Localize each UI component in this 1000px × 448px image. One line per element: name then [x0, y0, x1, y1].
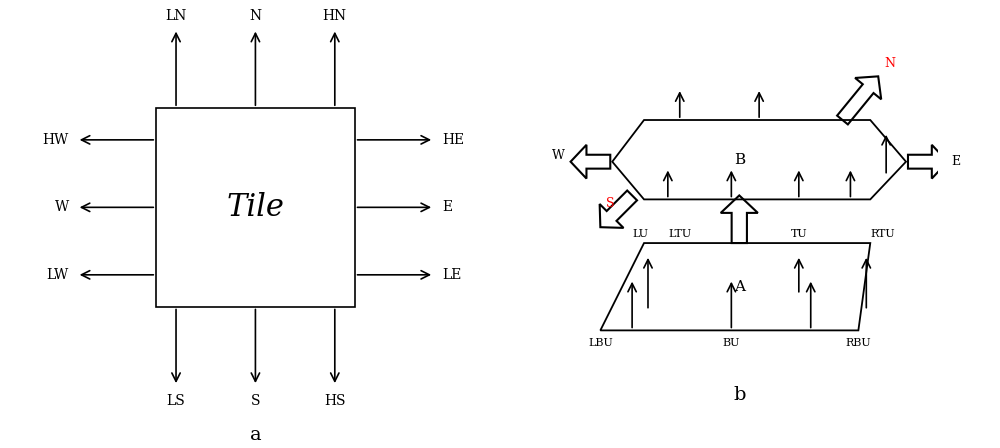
Text: W: W — [55, 200, 69, 214]
Text: LBU: LBU — [588, 338, 613, 349]
Text: Tile: Tile — [226, 192, 284, 223]
Text: S: S — [606, 197, 614, 210]
Text: A: A — [734, 280, 745, 294]
Text: LS: LS — [167, 394, 185, 408]
Text: LW: LW — [47, 268, 69, 282]
Text: LTU: LTU — [668, 229, 691, 239]
Text: W: W — [552, 149, 565, 162]
Text: LE: LE — [442, 268, 461, 282]
Text: RBU: RBU — [846, 338, 871, 349]
Text: HN: HN — [323, 9, 347, 23]
Text: HS: HS — [324, 394, 346, 408]
Text: TU: TU — [791, 229, 807, 239]
Text: BU: BU — [723, 338, 740, 349]
Text: b: b — [733, 386, 746, 404]
Text: HW: HW — [43, 133, 69, 147]
Text: a: a — [250, 426, 261, 444]
Text: E: E — [442, 200, 452, 214]
Text: LN: LN — [165, 9, 187, 23]
Text: LU: LU — [632, 229, 648, 239]
Text: E: E — [952, 155, 961, 168]
Text: B: B — [734, 153, 745, 167]
Text: HE: HE — [442, 133, 464, 147]
Text: S: S — [251, 394, 260, 408]
Text: RTU: RTU — [870, 229, 895, 239]
Text: N: N — [884, 57, 895, 70]
Text: N: N — [249, 9, 261, 23]
